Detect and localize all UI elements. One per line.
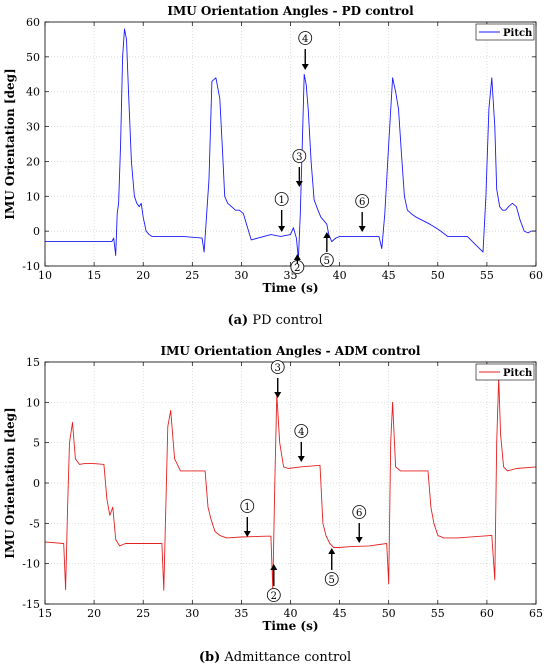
caption-a-label: (a): [227, 313, 249, 328]
chart1-x-tick-label: 10: [38, 269, 52, 282]
chart2-marker-5-label: 5: [329, 575, 335, 586]
chart1-legend-label: Pitch: [503, 28, 533, 39]
caption-b-label: (b): [198, 650, 221, 665]
chart2-x-axis-label: Time (s): [262, 619, 318, 633]
chart1-marker-2-arrowhead: [293, 254, 301, 260]
chart2-marker-6-label: 6: [356, 508, 362, 519]
chart1-marker-6-label: 6: [359, 197, 365, 208]
chart2-title: IMU Orientation Angles - ADM control: [161, 344, 421, 358]
chart1-x-tick-label: 55: [480, 269, 494, 282]
chart2-marker-1-label: 1: [244, 502, 250, 513]
chart1-marker-3-arrowhead: [295, 181, 303, 187]
chart2-marker-3-label: 3: [275, 363, 281, 374]
chart1-series-line: [45, 28, 536, 260]
chart2-legend-label: Pitch: [503, 368, 533, 379]
chart2-legend-box: [475, 363, 535, 381]
chart1-x-tick-label: 20: [136, 269, 150, 282]
chart2-y-tick-label: -15: [22, 598, 40, 611]
chart1-marker-3-circle: [292, 149, 307, 163]
chart2-marker-5-arrowhead: [328, 548, 336, 554]
chart2-x-tick-label: 35: [234, 607, 248, 620]
chart2-y-tick-label: 5: [33, 437, 40, 450]
chart1-marker-1-label: 1: [278, 195, 284, 206]
caption-b: (b) Admittance control: [0, 650, 550, 665]
chart1-x-tick-label: 45: [382, 269, 396, 282]
chart2-marker-4-label: 4: [298, 427, 304, 438]
chart2-y-tick-label: 15: [26, 356, 40, 369]
chart2-x-tick-label: 65: [529, 607, 543, 620]
chart2-marker-4-arrowhead: [297, 456, 305, 462]
chart2-marker-4-circle: [294, 424, 309, 438]
chart1-title: IMU Orientation Angles - PD control: [167, 4, 414, 18]
chart1-x-tick-label: 25: [185, 269, 199, 282]
caption-a: (a) PD control: [0, 313, 550, 328]
chart2-x-tick-label: 50: [382, 607, 396, 620]
chart2-x-tick-label: 25: [136, 607, 150, 620]
chart1-marker-2-label: 2: [294, 263, 300, 274]
chart2-x-tick-label: 40: [284, 607, 298, 620]
chart1-y-tick-label: 10: [26, 190, 40, 203]
chart1-marker-6-circle: [355, 194, 370, 208]
chart2-x-tick-label: 45: [333, 607, 347, 620]
chart1-x-tick-label: 60: [529, 269, 543, 282]
chart1-x-tick-label: 15: [87, 269, 101, 282]
chart1-marker-1-arrowhead: [278, 226, 286, 232]
chart1-y-tick-label: -10: [22, 260, 40, 273]
chart2-x-tick-label: 30: [185, 607, 199, 620]
chart2-x-tick-label: 20: [87, 607, 101, 620]
chart1-legend-box: [475, 23, 535, 41]
chart2-y-tick-label: 0: [33, 477, 40, 490]
chart1-x-axis-label: Time (s): [262, 281, 318, 295]
chart1-y-tick-label: 0: [33, 225, 40, 238]
chart1-y-axis-label: IMU Orientation [deg]: [3, 68, 17, 219]
chart1-marker-4-label: 4: [302, 34, 308, 45]
chart2-x-tick-label: 15: [38, 607, 52, 620]
chart1-y-tick-label: 20: [26, 155, 40, 168]
chart1-x-tick-label: 40: [333, 269, 347, 282]
chart1-y-tick-label: 40: [26, 86, 40, 99]
chart1-plot-area: [45, 22, 536, 266]
chart2-marker-2-circle: [266, 588, 281, 602]
chart1-y-tick-label: 50: [26, 51, 40, 64]
chart2-marker-2-arrowhead: [270, 564, 278, 570]
chart2-y-axis-label: IMU Orientation [deg]: [3, 407, 17, 558]
chart1-marker-5-arrowhead: [323, 232, 331, 238]
chart1-marker-4-arrowhead: [301, 64, 309, 70]
chart1-x-tick-label: 30: [234, 269, 248, 282]
chart2-x-tick-label: 60: [480, 607, 494, 620]
chart1-x-tick-label: 50: [431, 269, 445, 282]
chart1-marker-5-circle: [319, 253, 334, 267]
chart1-y-tick-label: 30: [26, 121, 40, 134]
chart2-marker-1-arrowhead: [243, 531, 251, 537]
chart1-marker-3-label: 3: [296, 152, 302, 163]
caption-a-text: PD control: [248, 313, 323, 328]
chart2-marker-6-circle: [352, 505, 367, 519]
chart1-marker-1-circle: [274, 192, 289, 206]
chart2-marker-3-circle: [270, 360, 285, 374]
chart2-marker-5-circle: [324, 572, 339, 586]
chart2-marker-2-label: 2: [271, 591, 277, 602]
chart2-marker-1-circle: [240, 499, 255, 513]
chart2-y-tick-label: -5: [29, 517, 40, 530]
chart2-y-tick-label: 10: [26, 396, 40, 409]
chart1-marker-5-label: 5: [324, 256, 330, 267]
chart2-x-tick-label: 55: [431, 607, 445, 620]
chart1-y-tick-label: 60: [26, 16, 40, 29]
chart2-marker-6-arrowhead: [355, 537, 363, 543]
caption-b-text: Admittance control: [220, 650, 352, 665]
chart2-marker-3-arrowhead: [274, 392, 282, 398]
chart2-y-tick-label: -10: [22, 558, 40, 571]
chart1-marker-6-arrowhead: [358, 226, 366, 232]
chart1-marker-4-circle: [298, 31, 313, 45]
chart2-series-line: [44, 377, 537, 591]
